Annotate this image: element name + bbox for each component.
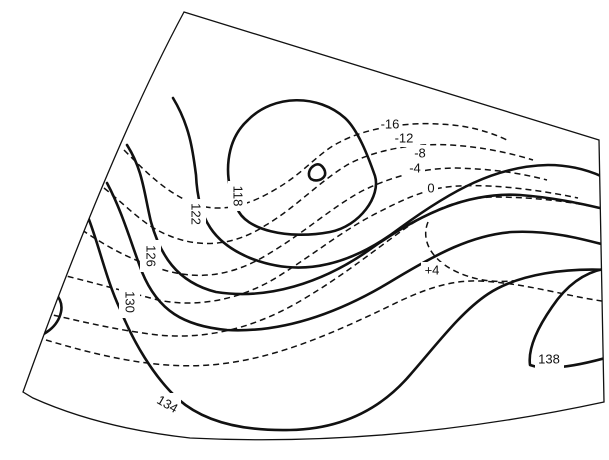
label-bg-plus4: [421, 262, 443, 279]
dashed-label-minus8: -8: [414, 145, 426, 160]
dashed-label-plus4: +4: [425, 262, 440, 277]
dashed-contour-minus16: [123, 122, 508, 209]
label-bg-130: [119, 286, 140, 318]
label-bg-118: [228, 181, 247, 211]
label-bg-minus4: [405, 160, 425, 177]
label-bg-zero: [424, 180, 438, 197]
solid-contour-118: [226, 99, 378, 236]
solid-label-118: 118: [231, 186, 246, 207]
dashed-label-minus4: -4: [409, 160, 421, 175]
dashed-contour-plus4: [45, 280, 604, 367]
solid-contour-center-closed: [307, 163, 327, 182]
label-bg-minus8: [409, 145, 430, 162]
label-bg-138: [535, 350, 564, 369]
dashed-label-zero: 0: [427, 180, 434, 195]
solid-label-130: 130: [123, 291, 138, 313]
label-bg-134: [153, 393, 181, 416]
label-bg-122: [185, 199, 206, 231]
solid-label-122: 122: [189, 203, 204, 225]
label-bg-minus12: [392, 130, 416, 147]
solid-label-138: 138: [538, 351, 560, 366]
dashed-label-minus12: -12: [395, 130, 414, 145]
dashed-label-minus16: -16: [381, 116, 400, 131]
solid-contour-122: [171, 96, 604, 269]
solid-contour-126: [125, 143, 604, 296]
solid-label-126: 126: [144, 245, 159, 267]
dashed-contour-minus12: [103, 143, 534, 245]
map-sector-boundary: [22, 11, 605, 441]
label-bg-126: [140, 240, 161, 272]
dashed-contour-minus4: [57, 184, 579, 304]
dashed-contour-mid-loop: [424, 221, 521, 283]
label-bg-minus16: [379, 116, 401, 133]
